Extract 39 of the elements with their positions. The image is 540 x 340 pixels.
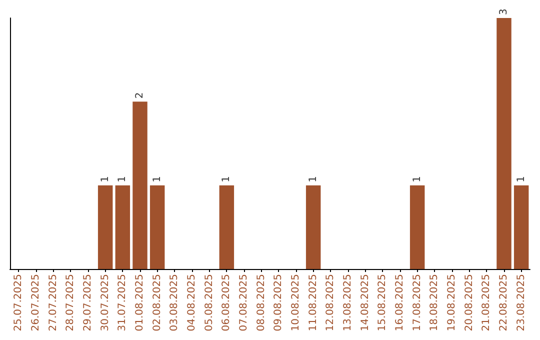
x-tick-label: 12.08.2025	[325, 274, 336, 332]
x-tick-label: 22.08.2025	[498, 274, 510, 332]
data-label: 1	[117, 176, 128, 182]
x-tick-label: 26.07.2025	[30, 274, 42, 332]
x-tick-label: 17.08.2025	[412, 274, 423, 332]
x-tick-label: 25.07.2025	[13, 274, 24, 332]
x-tick-label: 10.08.2025	[290, 274, 302, 332]
data-label: 1	[221, 176, 232, 182]
data-label: 1	[516, 176, 527, 182]
x-tick-label: 14.08.2025	[360, 274, 371, 332]
x-tick-label: 27.07.2025	[48, 274, 59, 332]
x-tick-label: 23.08.2025	[516, 274, 527, 332]
x-tick-label: 11.08.2025	[308, 274, 319, 332]
x-tick-label: 19.08.2025	[446, 274, 458, 332]
data-label: 1	[100, 176, 111, 182]
x-tick-label: 03.08.2025	[169, 274, 180, 332]
x-tick-label: 21.08.2025	[481, 274, 492, 332]
x-tick-label: 05.08.2025	[204, 274, 215, 332]
x-tick-label: 07.08.2025	[238, 274, 250, 332]
x-tick-label: 28.07.2025	[65, 274, 76, 332]
data-label: 1	[152, 176, 163, 182]
x-tick-label: 06.08.2025	[221, 274, 232, 332]
data-label: 2	[134, 92, 146, 99]
x-tick-label: 04.08.2025	[186, 274, 198, 332]
data-label: 3	[498, 8, 510, 15]
x-tick-label: 18.08.2025	[429, 274, 440, 332]
x-tick-label: 29.07.2025	[82, 274, 94, 332]
x-tick-label: 02.08.2025	[152, 274, 163, 332]
x-tick-label: 08.08.2025	[256, 274, 267, 332]
x-tick-label: 16.08.2025	[394, 274, 406, 332]
x-tick-label: 09.08.2025	[273, 274, 284, 332]
x-tick-label: 01.08.2025	[134, 274, 146, 332]
x-tick-label: 15.08.2025	[377, 274, 388, 332]
x-tick-label: 20.08.2025	[464, 274, 475, 332]
x-tick-label: 31.07.2025	[117, 274, 128, 332]
x-tick-label: 30.07.2025	[100, 274, 111, 332]
data-label: 1	[308, 176, 319, 182]
x-tick-label: 13.08.2025	[342, 274, 354, 332]
data-label: 1	[412, 176, 423, 182]
